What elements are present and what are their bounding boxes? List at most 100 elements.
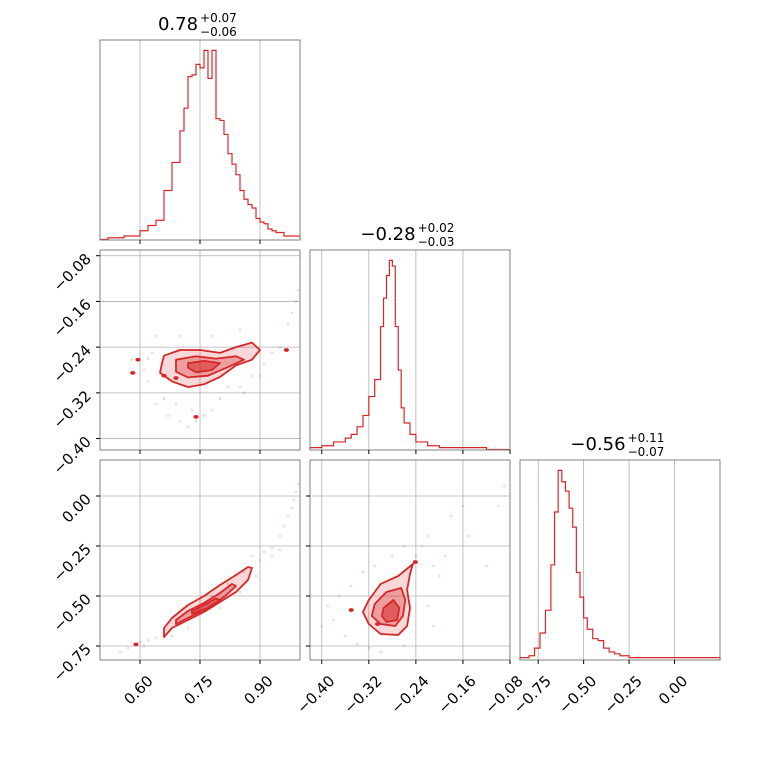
- y-tick-label: −0.40: [50, 433, 95, 478]
- scatter-point: [502, 484, 506, 488]
- x-tick-label: 0.90: [240, 672, 276, 708]
- scatter-point: [262, 550, 266, 554]
- scatter-point: [270, 554, 274, 558]
- panel-background: [520, 460, 720, 660]
- scatter-point: [258, 558, 262, 562]
- x-tick-label: 0.00: [655, 672, 691, 708]
- scatter-point: [126, 646, 130, 650]
- scatter-point: [432, 624, 435, 628]
- contour-marker: [135, 357, 141, 362]
- contour-marker: [375, 622, 381, 626]
- scatter-point: [379, 650, 382, 654]
- y-tick-label: 0.00: [58, 490, 94, 526]
- y-tick-label: −0.24: [50, 341, 95, 386]
- scatter-point: [343, 634, 347, 638]
- contour-marker: [193, 414, 199, 419]
- contour-level: [362, 563, 414, 636]
- scatter-point: [238, 328, 242, 332]
- scatter-point: [218, 606, 222, 610]
- scatter-point: [226, 582, 230, 586]
- panel-border: [519, 459, 721, 661]
- panel-title-plus: +0.07: [200, 11, 237, 25]
- scatter-point: [326, 604, 330, 608]
- panel-title-minus: −0.07: [628, 445, 665, 459]
- x-tick-label: −0.24: [387, 672, 432, 717]
- scatter-point: [496, 504, 500, 508]
- panel-title-value: −0.28: [360, 224, 415, 245]
- panel-background: [310, 250, 510, 450]
- scatter-point: [174, 402, 178, 406]
- scatter-point: [254, 574, 258, 578]
- histogram-panel-p1: −0.28 +0.02−0.03: [309, 221, 511, 454]
- scatter-point: [402, 544, 406, 548]
- scatter-point: [292, 498, 296, 502]
- grid-lines: [100, 250, 300, 450]
- scatter-point: [426, 604, 430, 608]
- y-tick-label: −0.32: [50, 387, 95, 432]
- scatter-point: [146, 380, 150, 383]
- scatter-point: [142, 644, 146, 648]
- scatter-point: [338, 594, 341, 598]
- scatter-point: [443, 554, 447, 558]
- x-tick-label: −0.16: [434, 672, 479, 717]
- scatter-point: [218, 397, 222, 400]
- scatter-point: [367, 646, 371, 650]
- panel-title-value: −0.56: [570, 434, 625, 455]
- scatter-point: [242, 391, 246, 395]
- scatter-point: [194, 420, 198, 423]
- scatter-point: [282, 524, 286, 528]
- scatter-content: [118, 482, 300, 654]
- scatter-point: [262, 362, 266, 366]
- contour-marker: [173, 376, 179, 380]
- scatter-point: [270, 546, 274, 550]
- x-tick-label: 0.60: [120, 672, 156, 708]
- scatter-point: [154, 636, 158, 640]
- grid-lines: [537, 460, 675, 660]
- x-tick-label: −0.25: [601, 672, 646, 717]
- scatter-point: [278, 548, 282, 552]
- scatter-point: [258, 374, 262, 378]
- scatter-point: [154, 334, 158, 338]
- scatter-point: [278, 345, 282, 349]
- scatter-point: [438, 574, 441, 578]
- scatter-point: [238, 590, 242, 594]
- scatter-point: [202, 414, 206, 418]
- panel-background: [310, 460, 510, 660]
- scatter-point: [250, 554, 254, 558]
- scatter-point: [226, 385, 230, 389]
- scatter-point: [242, 570, 246, 574]
- scatter-point: [270, 351, 274, 355]
- scatter-point: [390, 554, 394, 558]
- scatter-point: [355, 642, 359, 646]
- scatter-point: [118, 650, 122, 654]
- scatter-point: [432, 564, 435, 568]
- scatter-point: [166, 414, 170, 418]
- grid-lines: [100, 460, 300, 660]
- x-tick-label: −0.32: [340, 672, 385, 717]
- scatter-point: [138, 640, 142, 644]
- scatter-point: [373, 564, 377, 568]
- scatter-point: [186, 626, 190, 630]
- scatter-point: [142, 368, 146, 372]
- contour-level: [380, 599, 401, 623]
- scatter-point: [278, 534, 282, 538]
- histogram-panel-p2: −0.75 −0.50 −0.25 0.00−0.56 +0.11−0.07: [510, 431, 721, 717]
- panel-title-minus: −0.03: [418, 235, 455, 249]
- y-tick-label: −0.16: [50, 296, 95, 341]
- scatter-point: [238, 385, 242, 389]
- histogram-step-line: [99, 49, 301, 241]
- scatter-point: [296, 288, 300, 292]
- scatter-point: [402, 644, 406, 648]
- scatter-content: [320, 484, 506, 654]
- scatter-panel-p2-vs-p1: −0.40 −0.32 −0.24 −0.16 −0.08: [293, 459, 527, 717]
- panel-title-minus: −0.06: [200, 25, 237, 39]
- scatter-point: [250, 374, 254, 378]
- y-tick-label: −0.50: [50, 590, 95, 635]
- scatter-point: [286, 322, 290, 326]
- scatter-point: [170, 634, 174, 638]
- histogram-step-line: [309, 259, 511, 451]
- grid-lines: [139, 40, 261, 240]
- x-tick-label: −0.50: [555, 672, 600, 717]
- x-tick-label: −0.40: [293, 672, 338, 717]
